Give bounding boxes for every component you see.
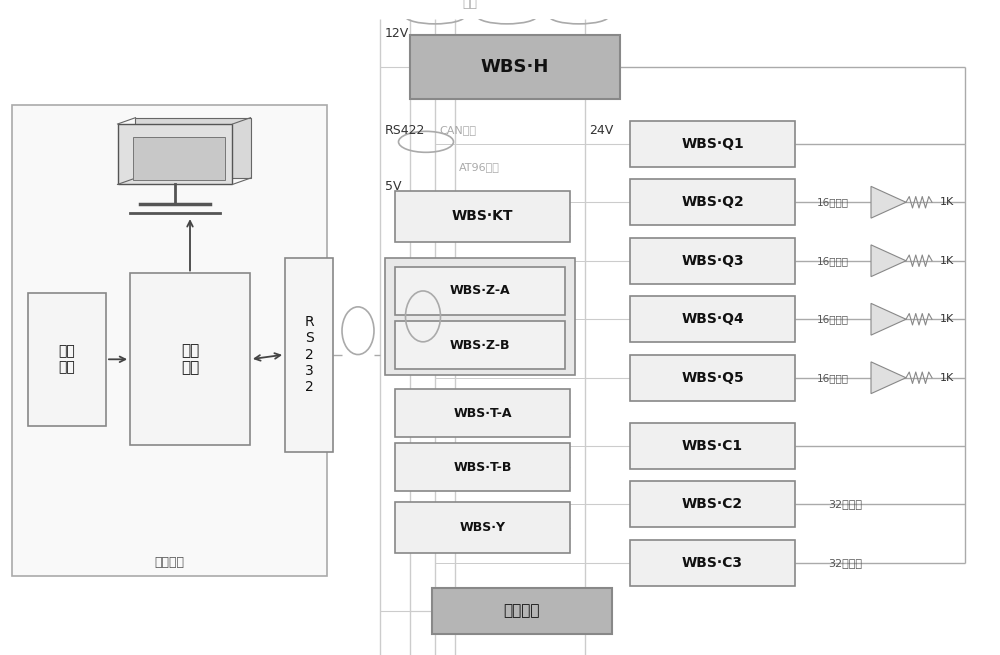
Text: 1K: 1K [940, 255, 954, 266]
FancyBboxPatch shape [12, 105, 327, 576]
Text: 数据
处理: 数据 处理 [181, 343, 199, 375]
Text: WBS·T-B: WBS·T-B [453, 460, 512, 474]
FancyBboxPatch shape [395, 389, 570, 437]
FancyBboxPatch shape [630, 121, 795, 166]
FancyBboxPatch shape [630, 423, 795, 469]
Text: 隔离供电: 隔离供电 [504, 604, 540, 618]
Text: 监控单元: 监控单元 [154, 556, 184, 569]
FancyBboxPatch shape [28, 293, 106, 426]
Text: RS422: RS422 [385, 124, 425, 137]
Text: WBS·Q1: WBS·Q1 [681, 137, 744, 151]
Text: WBS·Z-B: WBS·Z-B [450, 339, 510, 352]
Text: 16路驱动: 16路驱动 [817, 373, 849, 383]
FancyBboxPatch shape [432, 588, 612, 634]
Text: 1K: 1K [940, 314, 954, 324]
Text: 光纤: 光纤 [462, 0, 478, 10]
Polygon shape [118, 124, 232, 185]
FancyBboxPatch shape [385, 257, 575, 375]
Text: WBS·C3: WBS·C3 [682, 556, 743, 570]
Text: WBS·Q5: WBS·Q5 [681, 371, 744, 384]
FancyBboxPatch shape [630, 481, 795, 527]
Text: WBS·T-A: WBS·T-A [453, 407, 512, 420]
Text: 12V: 12V [385, 27, 409, 39]
FancyBboxPatch shape [630, 238, 795, 284]
FancyBboxPatch shape [395, 502, 570, 553]
FancyBboxPatch shape [395, 267, 565, 315]
Polygon shape [871, 303, 906, 335]
Text: 32路输入: 32路输入 [828, 558, 862, 568]
Text: WBS·KT: WBS·KT [452, 209, 513, 223]
FancyBboxPatch shape [395, 443, 570, 491]
FancyBboxPatch shape [395, 321, 565, 369]
FancyBboxPatch shape [395, 191, 570, 242]
Text: 16路驱动: 16路驱动 [817, 314, 849, 324]
Text: 1K: 1K [940, 197, 954, 207]
Text: 24V: 24V [589, 124, 613, 137]
FancyBboxPatch shape [410, 35, 620, 99]
Text: WBS·C2: WBS·C2 [682, 497, 743, 512]
FancyBboxPatch shape [285, 257, 333, 451]
Text: CAN总线: CAN总线 [439, 125, 476, 136]
Text: WBS·Q2: WBS·Q2 [681, 195, 744, 209]
Text: 16路驱动: 16路驱动 [817, 255, 849, 266]
FancyBboxPatch shape [130, 274, 250, 445]
Text: WBS·Z-A: WBS·Z-A [450, 284, 510, 297]
FancyBboxPatch shape [630, 296, 795, 342]
Text: 1K: 1K [940, 373, 954, 383]
Text: 5V: 5V [385, 180, 402, 193]
Text: WBS·Q3: WBS·Q3 [681, 253, 744, 268]
Polygon shape [871, 362, 906, 394]
Polygon shape [132, 137, 225, 179]
Text: AT96总线: AT96总线 [459, 162, 500, 172]
Text: WBS·C1: WBS·C1 [682, 439, 743, 453]
Text: WBS·H: WBS·H [481, 58, 549, 76]
Text: WBS·Y: WBS·Y [460, 521, 506, 534]
Polygon shape [135, 118, 250, 178]
Text: R
S
2
3
2: R S 2 3 2 [304, 315, 314, 394]
FancyBboxPatch shape [630, 355, 795, 401]
Text: 发送
数据: 发送 数据 [59, 345, 75, 375]
Polygon shape [871, 245, 906, 276]
Text: 32路输入: 32路输入 [828, 499, 862, 510]
Text: WBS·Q4: WBS·Q4 [681, 312, 744, 326]
Text: 16路驱动: 16路驱动 [817, 197, 849, 207]
Polygon shape [871, 187, 906, 218]
FancyBboxPatch shape [630, 179, 795, 225]
FancyBboxPatch shape [630, 540, 795, 586]
